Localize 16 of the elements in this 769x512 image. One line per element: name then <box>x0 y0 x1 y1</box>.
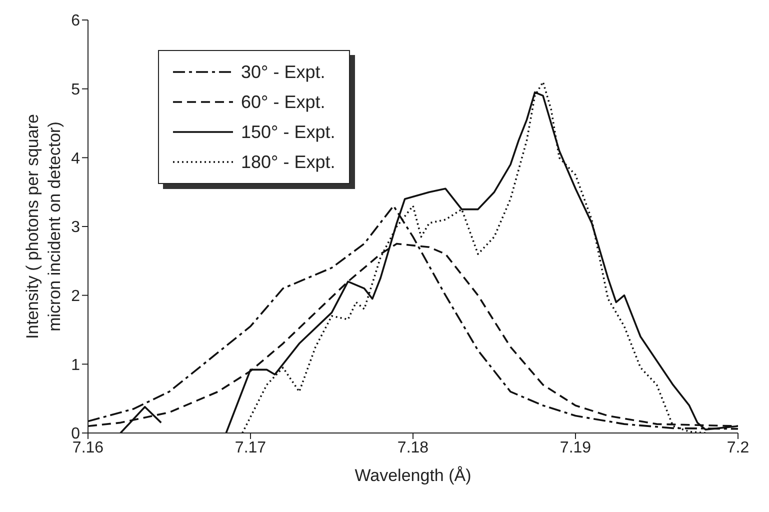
y-tick-label: 5 <box>71 82 80 99</box>
y-tick-label: 2 <box>71 288 80 306</box>
x-tick-label: 7.19 <box>560 439 592 456</box>
legend-label: 30° - Expt. <box>241 61 326 84</box>
y-tick-label: 6 <box>71 12 80 30</box>
x-tick-label: 7.18 <box>397 439 429 456</box>
y-axis-title: Intensity ( photons per square micron incident on detector) <box>23 114 64 339</box>
x-tick-label: 7.17 <box>234 439 266 456</box>
x-axis-title: Wavelength (Å) <box>354 466 472 485</box>
legend-label: 60° - Expt. <box>241 91 326 114</box>
legend-label: 180° - Expt. <box>241 151 336 174</box>
x-tick-label: 7.2 <box>726 439 750 456</box>
legend-label: 150° - Expt. <box>241 121 336 144</box>
y-tick-label: 1 <box>71 356 80 374</box>
y-tick-label: 4 <box>71 150 80 168</box>
y-tick-label: 3 <box>71 219 80 236</box>
